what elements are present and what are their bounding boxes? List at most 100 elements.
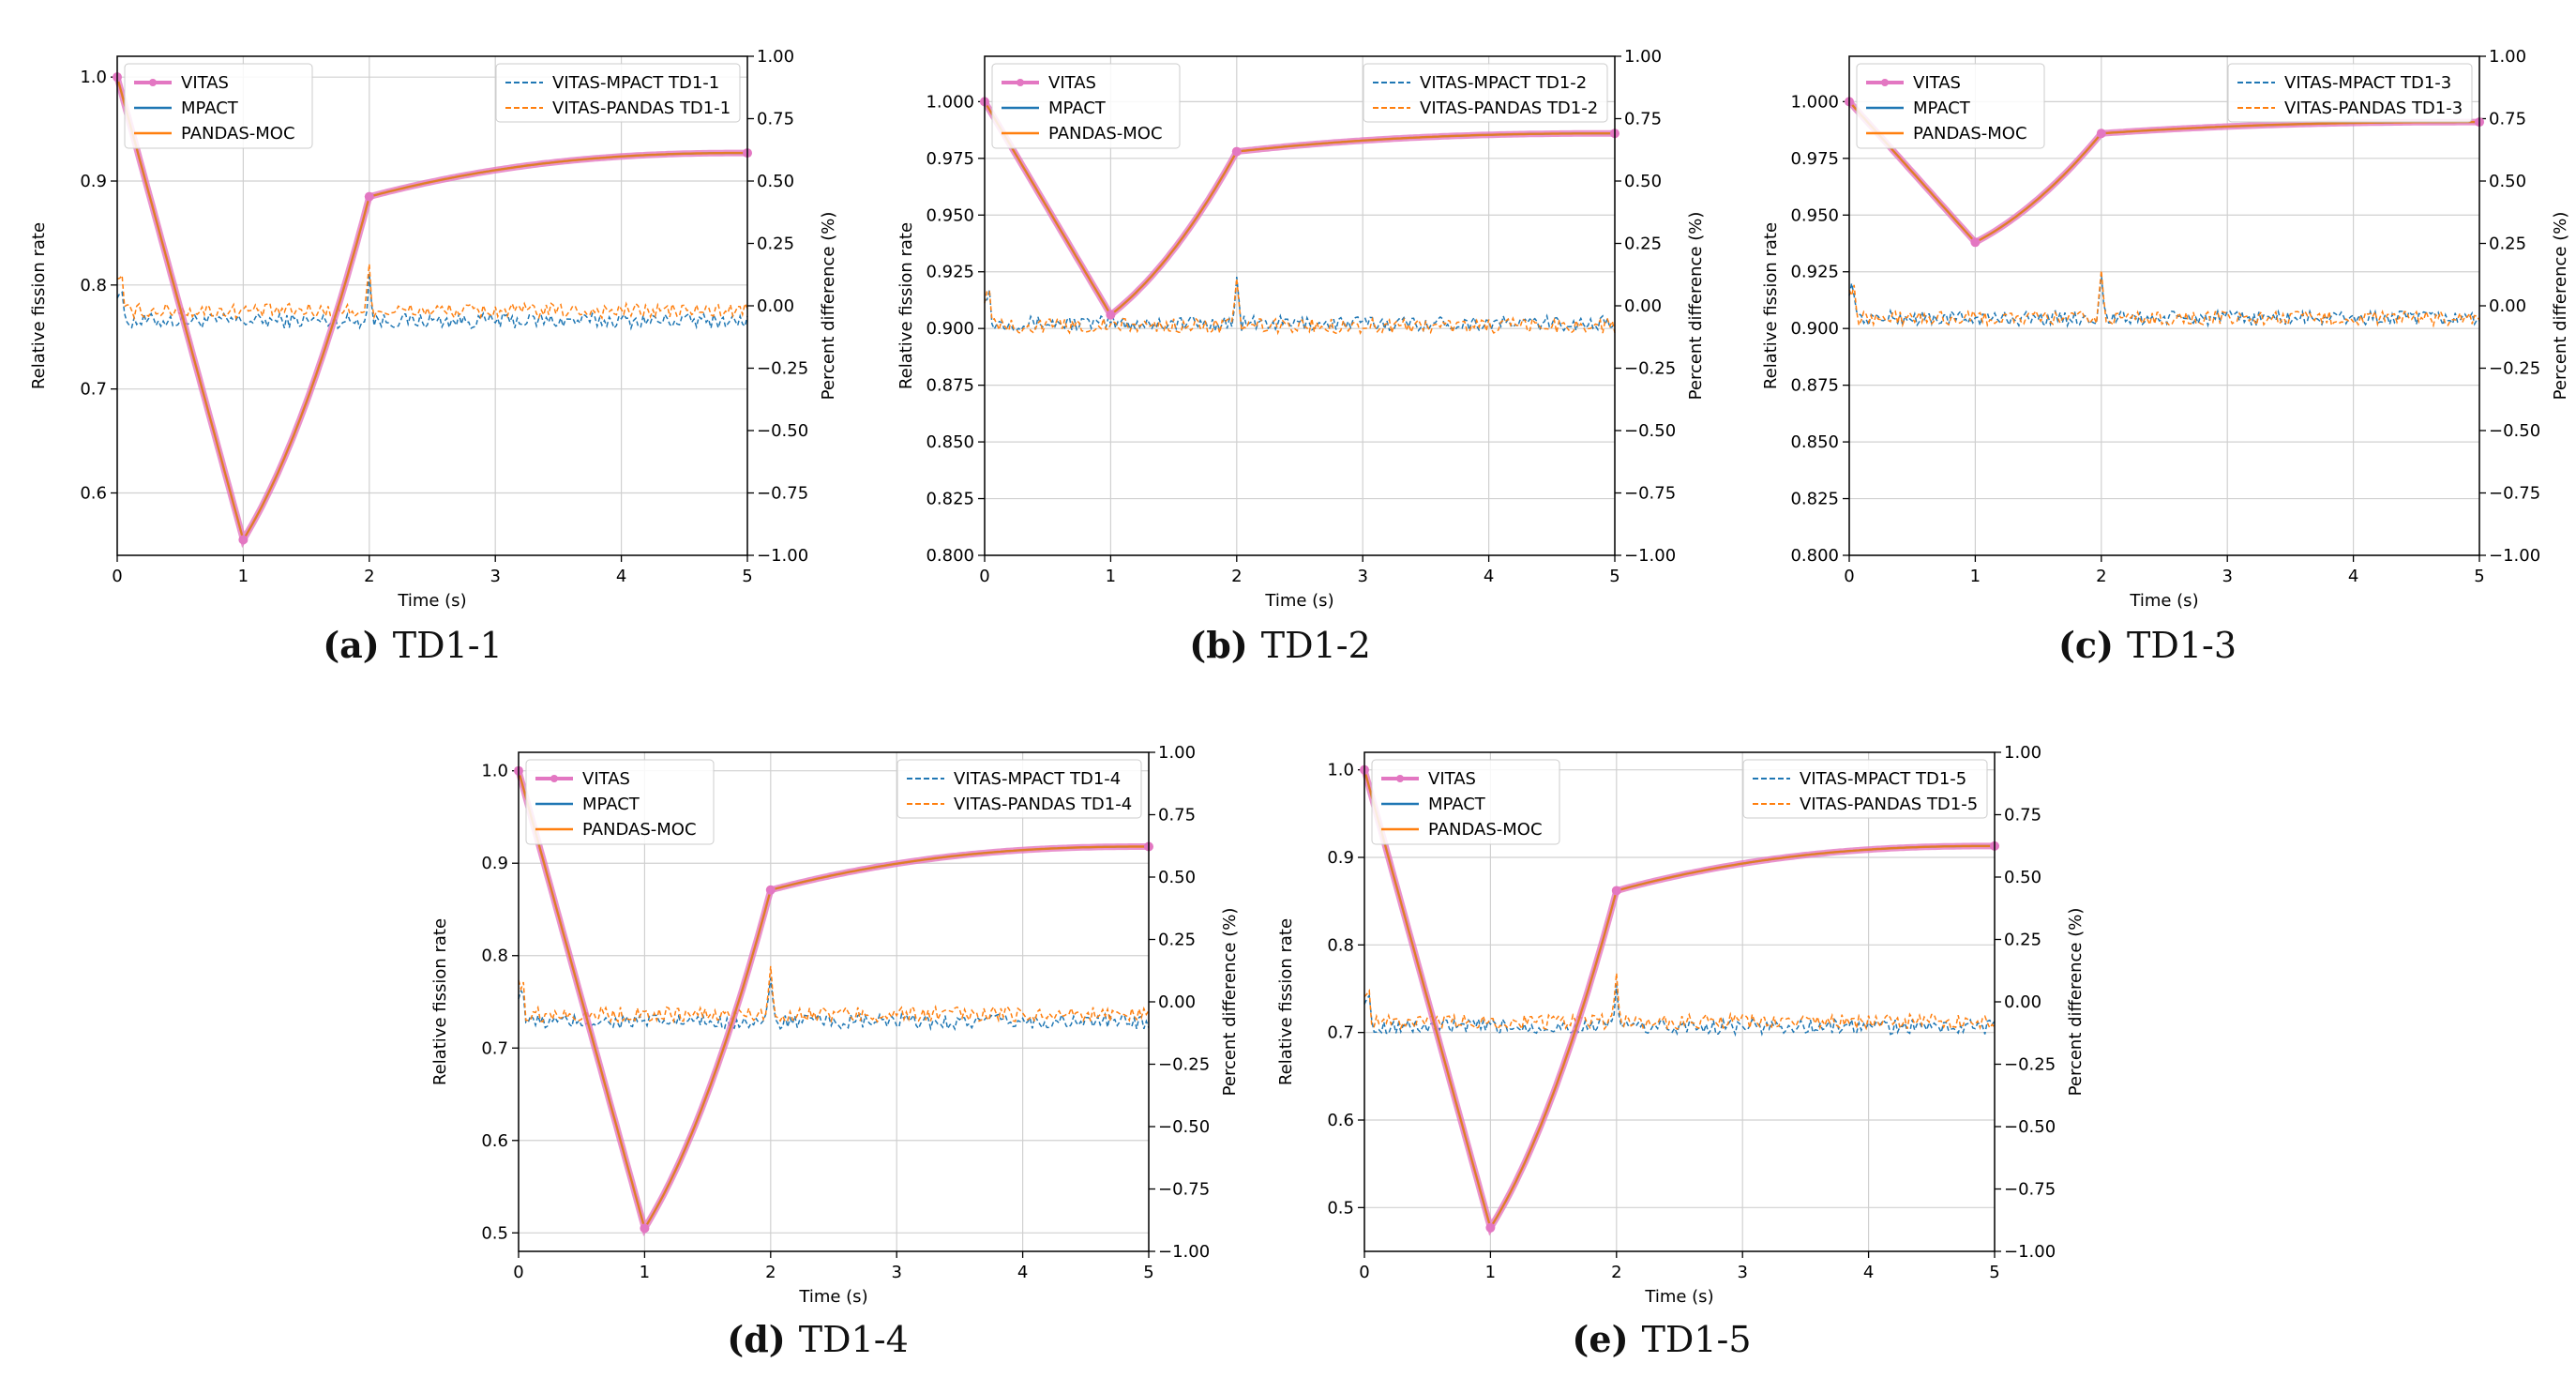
legend-label-mpact: MPACT bbox=[1913, 98, 1971, 118]
caption-a: (a) TD1-1 bbox=[323, 624, 503, 666]
y-tick-label: 0.800 bbox=[1790, 546, 1839, 566]
x-axis-label: Time (s) bbox=[798, 1287, 867, 1307]
plot-frame bbox=[1363, 751, 1996, 1252]
y2-tick-label: 1.00 bbox=[2004, 743, 2041, 763]
y-tick-label: 0.9 bbox=[80, 172, 107, 191]
series-pandas-moc bbox=[983, 100, 1615, 317]
vitas-marker bbox=[364, 191, 374, 202]
legend-right-box bbox=[896, 759, 1142, 819]
y2-tick-label: −1.00 bbox=[1624, 546, 1676, 566]
legend-label-diff-1: VITAS-PANDAS TD1-4 bbox=[954, 795, 1132, 814]
y2-tick-label: −0.25 bbox=[1624, 359, 1676, 379]
y-tick-label: 0.6 bbox=[1327, 1111, 1354, 1130]
legend-label-diff-0: VITAS-MPACT TD1-3 bbox=[2284, 73, 2451, 93]
x-tick-label: 5 bbox=[1989, 1263, 1999, 1282]
vitas-marker bbox=[1485, 1222, 1496, 1233]
y-tick-label: 0.950 bbox=[926, 205, 974, 225]
legend-left-box bbox=[525, 759, 715, 845]
series-pandas-moc bbox=[1363, 769, 1995, 1231]
y-tick-label: 0.850 bbox=[926, 432, 974, 452]
vitas-marker bbox=[765, 885, 776, 895]
y2-tick-label: 1.00 bbox=[2489, 47, 2526, 67]
x-tick-label: 4 bbox=[616, 567, 626, 586]
y2-tick-label: −0.75 bbox=[1158, 1180, 1210, 1200]
x-tick-label: 0 bbox=[513, 1263, 523, 1282]
legend-right: VITAS-MPACT TD1-5 VITAS-PANDAS TD1-5 bbox=[1742, 759, 1988, 819]
y2-tick-label: −0.75 bbox=[2489, 484, 2540, 504]
y2-tick-label: −0.75 bbox=[1624, 484, 1676, 504]
y-tick-label: 0.875 bbox=[1790, 376, 1839, 396]
y2-tick-label: −1.00 bbox=[1158, 1242, 1210, 1262]
y-tick-label: 0.850 bbox=[1790, 432, 1839, 452]
legend-label-diff-1: VITAS-PANDAS TD1-2 bbox=[1420, 98, 1598, 118]
x-axis-label: Time (s) bbox=[2129, 591, 2198, 611]
y2-tick-label: 0.75 bbox=[2004, 806, 2041, 825]
y2-tick-label: −1.00 bbox=[2004, 1242, 2056, 1262]
y-axis-label: Relative fission rate bbox=[1276, 918, 1296, 1085]
series-vitas-pandas-diff bbox=[518, 965, 1150, 1024]
x-tick-label: 5 bbox=[2474, 567, 2484, 586]
y-tick-label: 0.8 bbox=[80, 276, 107, 295]
y2-tick-label: 1.00 bbox=[1158, 743, 1196, 763]
chart-TD1-3: 0 1 2 3 4 5 0.800 0.825 0.850 0.875 0.900 0.925 0.95… bbox=[1761, 47, 2570, 611]
x-tick-label: 2 bbox=[765, 1263, 776, 1282]
y2-tick-label: 0.50 bbox=[757, 172, 794, 191]
y-tick-label: 0.925 bbox=[926, 263, 974, 282]
series-vitas-pandas-diff bbox=[116, 264, 748, 321]
caption-c-letter: (c) bbox=[2057, 624, 2115, 666]
x-tick-label: 1 bbox=[1485, 1263, 1496, 1282]
legend-right-box bbox=[495, 63, 741, 123]
chart-TD1-5: 0 1 2 3 4 5 0.5 0.6 0.7 0.8 0.9 1.0 1.00 0.75 0.50 0.25… bbox=[1276, 743, 2086, 1307]
y-tick-label: 0.9 bbox=[481, 854, 508, 873]
legend-left-box bbox=[991, 63, 1181, 149]
y-tick-label: 0.7 bbox=[80, 380, 107, 400]
y-axis-label: Relative fission rate bbox=[29, 222, 49, 389]
y-tick-label: 0.825 bbox=[1790, 490, 1839, 509]
legend-label-vitas: VITAS bbox=[1048, 73, 1096, 93]
legend-label-mpact: MPACT bbox=[181, 98, 239, 118]
y2-tick-label: −0.50 bbox=[2004, 1117, 2056, 1137]
x-tick-label: 5 bbox=[1143, 1263, 1153, 1282]
chart-TD1-4: 0 1 2 3 4 5 0.5 0.6 0.7 0.8 0.9 1.0 1.00 0.75 0.50 0.25… bbox=[430, 743, 1240, 1307]
legend-left: VITAS MPACT PANDAS-MOC bbox=[991, 63, 1181, 149]
legend-label-pandas-moc: PANDAS-MOC bbox=[582, 820, 697, 840]
x-tick-label: 1 bbox=[238, 567, 249, 586]
y2-tick-label: 0.75 bbox=[1624, 110, 1662, 129]
y2-tick-label: 0.25 bbox=[2489, 235, 2526, 254]
y-tick-label: 0.9 bbox=[1327, 848, 1354, 868]
y2-tick-label: −0.50 bbox=[757, 421, 808, 441]
y2-tick-label: 0.00 bbox=[2489, 296, 2526, 316]
y2-tick-label: −0.50 bbox=[1158, 1117, 1210, 1137]
x-tick-label: 4 bbox=[1484, 567, 1494, 586]
y2-tick-label: 0.00 bbox=[1158, 992, 1196, 1012]
y2-axis-label: Percent difference (%) bbox=[1686, 212, 1706, 401]
legend-label-pandas-moc: PANDAS-MOC bbox=[1913, 124, 2027, 144]
y2-tick-label: 0.50 bbox=[2004, 868, 2041, 887]
y-axis-label: Relative fission rate bbox=[896, 222, 916, 389]
x-tick-label: 4 bbox=[2348, 567, 2358, 586]
y2-tick-label: 0.25 bbox=[2004, 931, 2041, 950]
y2-tick-label: −0.50 bbox=[2489, 421, 2540, 441]
caption-d-text: TD1-4 bbox=[798, 1319, 909, 1360]
caption-a-letter: (a) bbox=[323, 624, 380, 666]
y-tick-label: 0.7 bbox=[481, 1038, 508, 1058]
legend-marker-vitas bbox=[1881, 79, 1889, 86]
x-tick-label: 4 bbox=[1017, 1263, 1028, 1282]
legend-right-box bbox=[2227, 63, 2473, 123]
chart-TD1-2: 0 1 2 3 4 5 0.800 0.825 0.850 0.875 0.900 0.925 0.95… bbox=[896, 47, 1706, 611]
y2-tick-label: −0.25 bbox=[757, 359, 808, 379]
plot-frame bbox=[984, 55, 1616, 556]
y2-tick-label: 0.00 bbox=[2004, 992, 2041, 1012]
legend-label-pandas-moc: PANDAS-MOC bbox=[181, 124, 295, 144]
legend-label-vitas: VITAS bbox=[1428, 769, 1476, 789]
legend-label-mpact: MPACT bbox=[582, 795, 640, 814]
series-pandas-moc bbox=[517, 770, 1149, 1232]
x-tick-label: 1 bbox=[1106, 567, 1116, 586]
legend-label-diff-0: VITAS-MPACT TD1-2 bbox=[1420, 73, 1587, 93]
x-tick-label: 0 bbox=[1359, 1263, 1369, 1282]
y-tick-label: 0.900 bbox=[926, 319, 974, 339]
legend-marker-vitas bbox=[1017, 79, 1024, 86]
x-tick-label: 0 bbox=[979, 567, 989, 586]
x-tick-label: 0 bbox=[1844, 567, 1854, 586]
y2-tick-label: 1.00 bbox=[757, 47, 794, 67]
